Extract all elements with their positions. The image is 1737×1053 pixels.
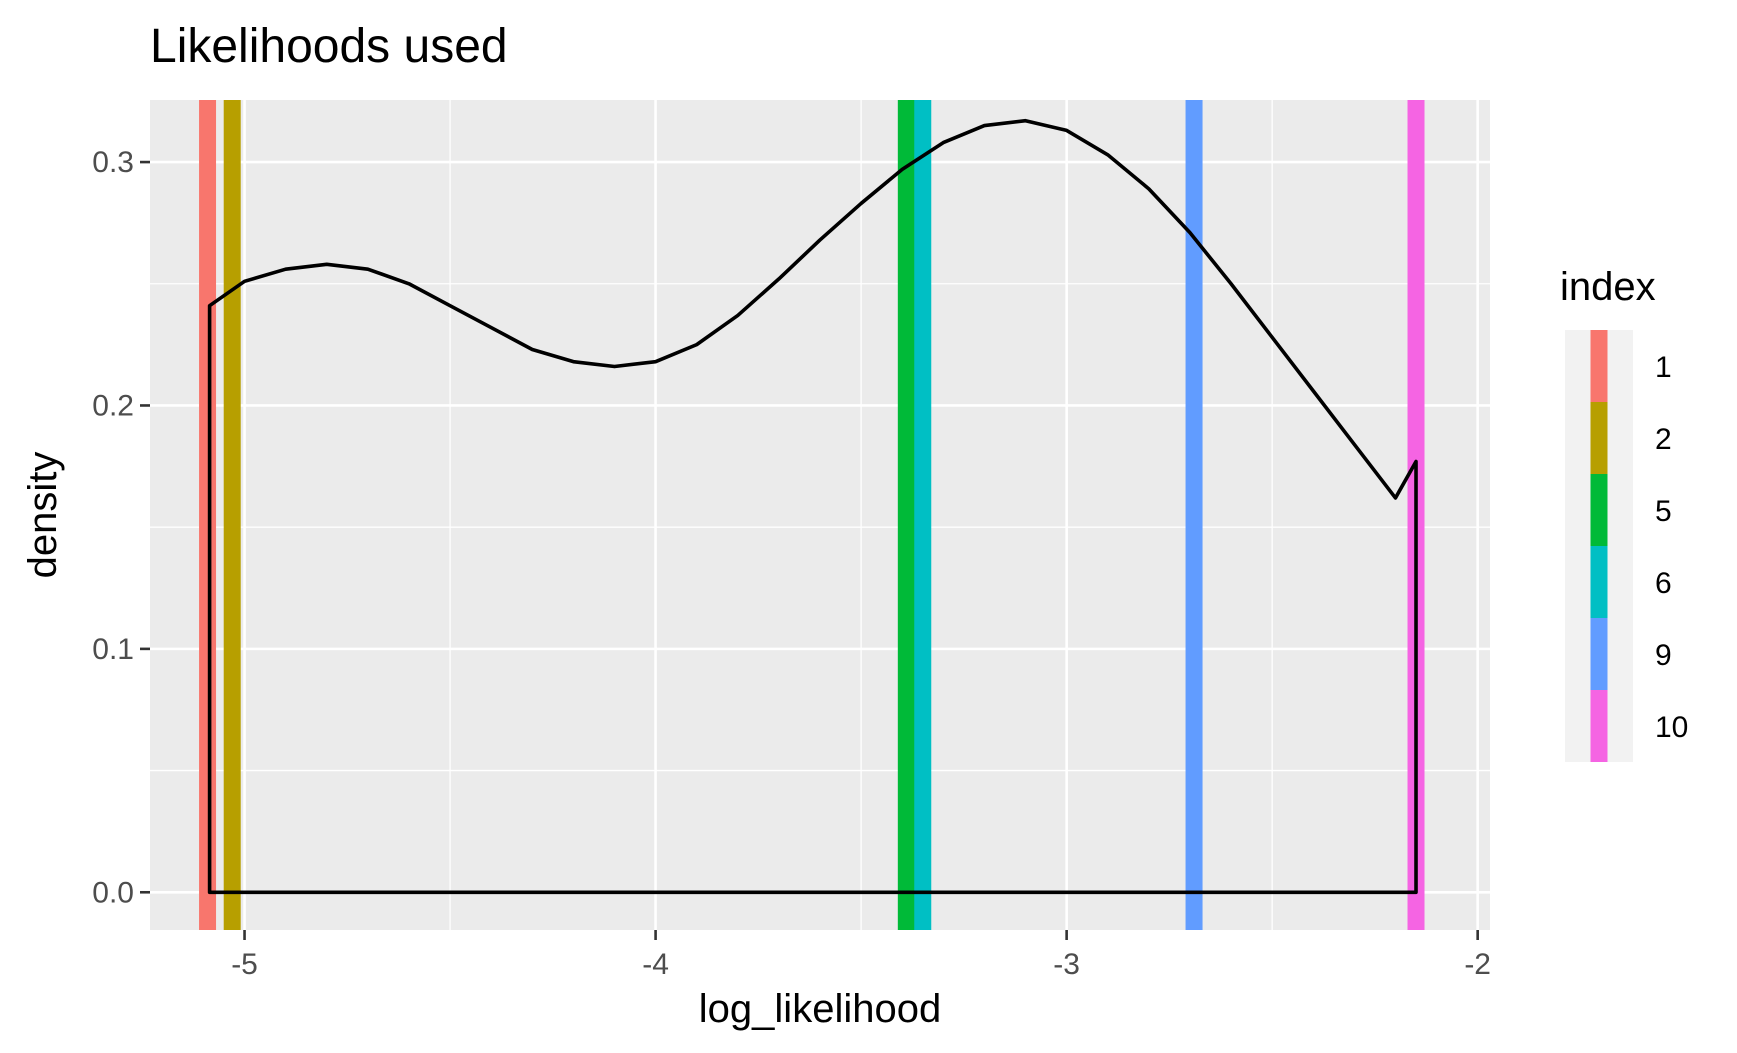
legend-label-1: 1 [1655, 351, 1672, 384]
y-tick-label: 0.2 [92, 389, 134, 422]
legend-title: index [1560, 265, 1656, 309]
legend-label-5: 5 [1655, 495, 1672, 528]
x-tick-label: -3 [1053, 948, 1080, 981]
legend-label-2: 2 [1655, 423, 1672, 456]
y-tick-label: 0.3 [92, 146, 134, 179]
x-axis-title: log_likelihood [699, 987, 941, 1031]
legend-entries: 1 2 5 6 9 10 [1565, 330, 1688, 762]
legend-label-9: 9 [1655, 639, 1672, 672]
x-tick-label: -5 [231, 948, 258, 981]
y-tick-label: 0.1 [92, 633, 134, 666]
legend-label-10: 10 [1655, 711, 1688, 744]
plot-panel [150, 100, 1490, 930]
y-axis: 0.0 0.1 0.2 0.3 [92, 146, 150, 909]
chart-title: Likelihoods used [150, 20, 508, 73]
x-tick-label: -2 [1464, 948, 1491, 981]
legend-label-6: 6 [1655, 567, 1672, 600]
x-tick-label: -4 [642, 948, 669, 981]
y-axis-title: density [21, 452, 65, 579]
y-tick-label: 0.0 [92, 876, 134, 909]
legend: index 1 2 5 6 9 10 [1560, 265, 1688, 762]
x-axis: -5 -4 -3 -2 [231, 930, 1491, 981]
